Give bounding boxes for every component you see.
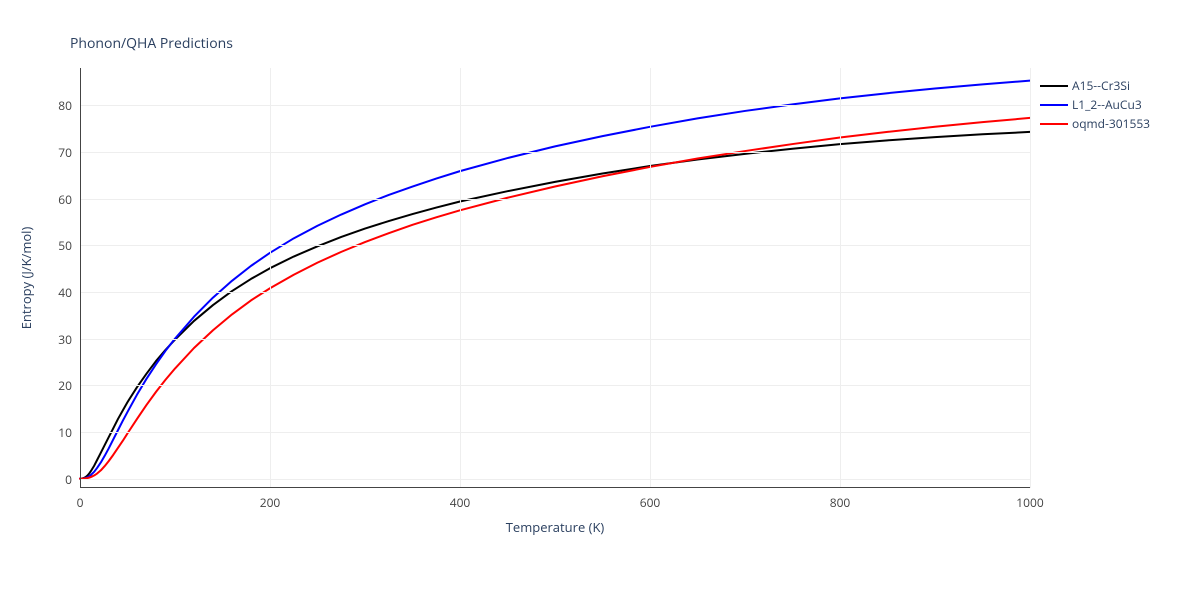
legend-label: L1_2--AuCu3 — [1072, 96, 1142, 113]
legend-label: oqmd-301553 — [1072, 115, 1150, 132]
series-line[interactable] — [80, 132, 1030, 479]
legend-swatch — [1040, 104, 1068, 106]
y-tick-label: 70 — [58, 144, 72, 161]
legend-item[interactable]: A15--Cr3Si — [1040, 76, 1150, 95]
y-axis-label: Entropy (J/K/mol) — [17, 227, 35, 330]
y-tick-label: 60 — [58, 191, 72, 208]
x-tick-label: 400 — [450, 494, 471, 511]
chart-container: Phonon/QHA Predictions Temperature (K) E… — [0, 0, 1200, 600]
y-tick-label: 40 — [58, 284, 72, 301]
y-tick-label: 0 — [65, 471, 72, 488]
legend-item[interactable]: oqmd-301553 — [1040, 114, 1150, 133]
legend-swatch — [1040, 85, 1068, 87]
series-svg — [80, 68, 1030, 488]
x-tick-label: 800 — [830, 494, 851, 511]
legend[interactable]: A15--Cr3Si L1_2--AuCu3 oqmd-301553 — [1040, 76, 1150, 133]
x-axis-label: Temperature (K) — [506, 518, 605, 536]
y-tick-label: 20 — [58, 377, 72, 394]
x-tick-label: 1000 — [1016, 494, 1043, 511]
y-tick-label: 80 — [58, 97, 72, 114]
legend-swatch — [1040, 123, 1068, 125]
x-tick-label: 0 — [77, 494, 84, 511]
y-tick-label: 50 — [58, 237, 72, 254]
chart-title: Phonon/QHA Predictions — [70, 34, 233, 53]
y-tick-label: 10 — [58, 424, 72, 441]
plot-area[interactable] — [80, 68, 1030, 488]
y-tick-label: 30 — [58, 331, 72, 348]
legend-label: A15--Cr3Si — [1072, 77, 1130, 94]
x-tick-label: 200 — [260, 494, 281, 511]
x-tick-label: 600 — [640, 494, 661, 511]
legend-item[interactable]: L1_2--AuCu3 — [1040, 95, 1150, 114]
